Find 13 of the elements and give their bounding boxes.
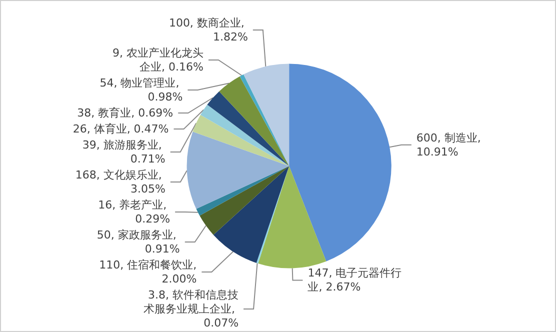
slice-label: 38, 教育业, 0.69% — [77, 106, 174, 120]
slice-label: 110, 住宿和餐饮业, 2.00% — [99, 258, 197, 286]
slice-label: 54, 物业管理业, 0.98% — [100, 76, 183, 104]
slice-label: 3.8, 软件和信息技术服务业规上企业, 0.07% — [144, 288, 239, 330]
slice-label: 50, 家政服务业, 0.91% — [96, 228, 180, 256]
slice-label: 16, 养老产业, 0.29% — [98, 198, 170, 226]
slice-label: 100, 数商企业, 1.82% — [168, 16, 248, 44]
slice-label: 26, 体育业, 0.47% — [72, 122, 169, 136]
slice-label: 600, 制造业, 10.91% — [416, 131, 484, 158]
slice-label: 9, 农业产业化龙头企业, 0.16% — [112, 46, 204, 74]
slice-label: 168, 文化娱乐业, 3.05% — [75, 168, 166, 196]
slice-label: 147, 电子元器件行业, 2.67% — [308, 266, 402, 294]
slice-label: 39, 旅游服务业, 0.71% — [82, 138, 166, 166]
